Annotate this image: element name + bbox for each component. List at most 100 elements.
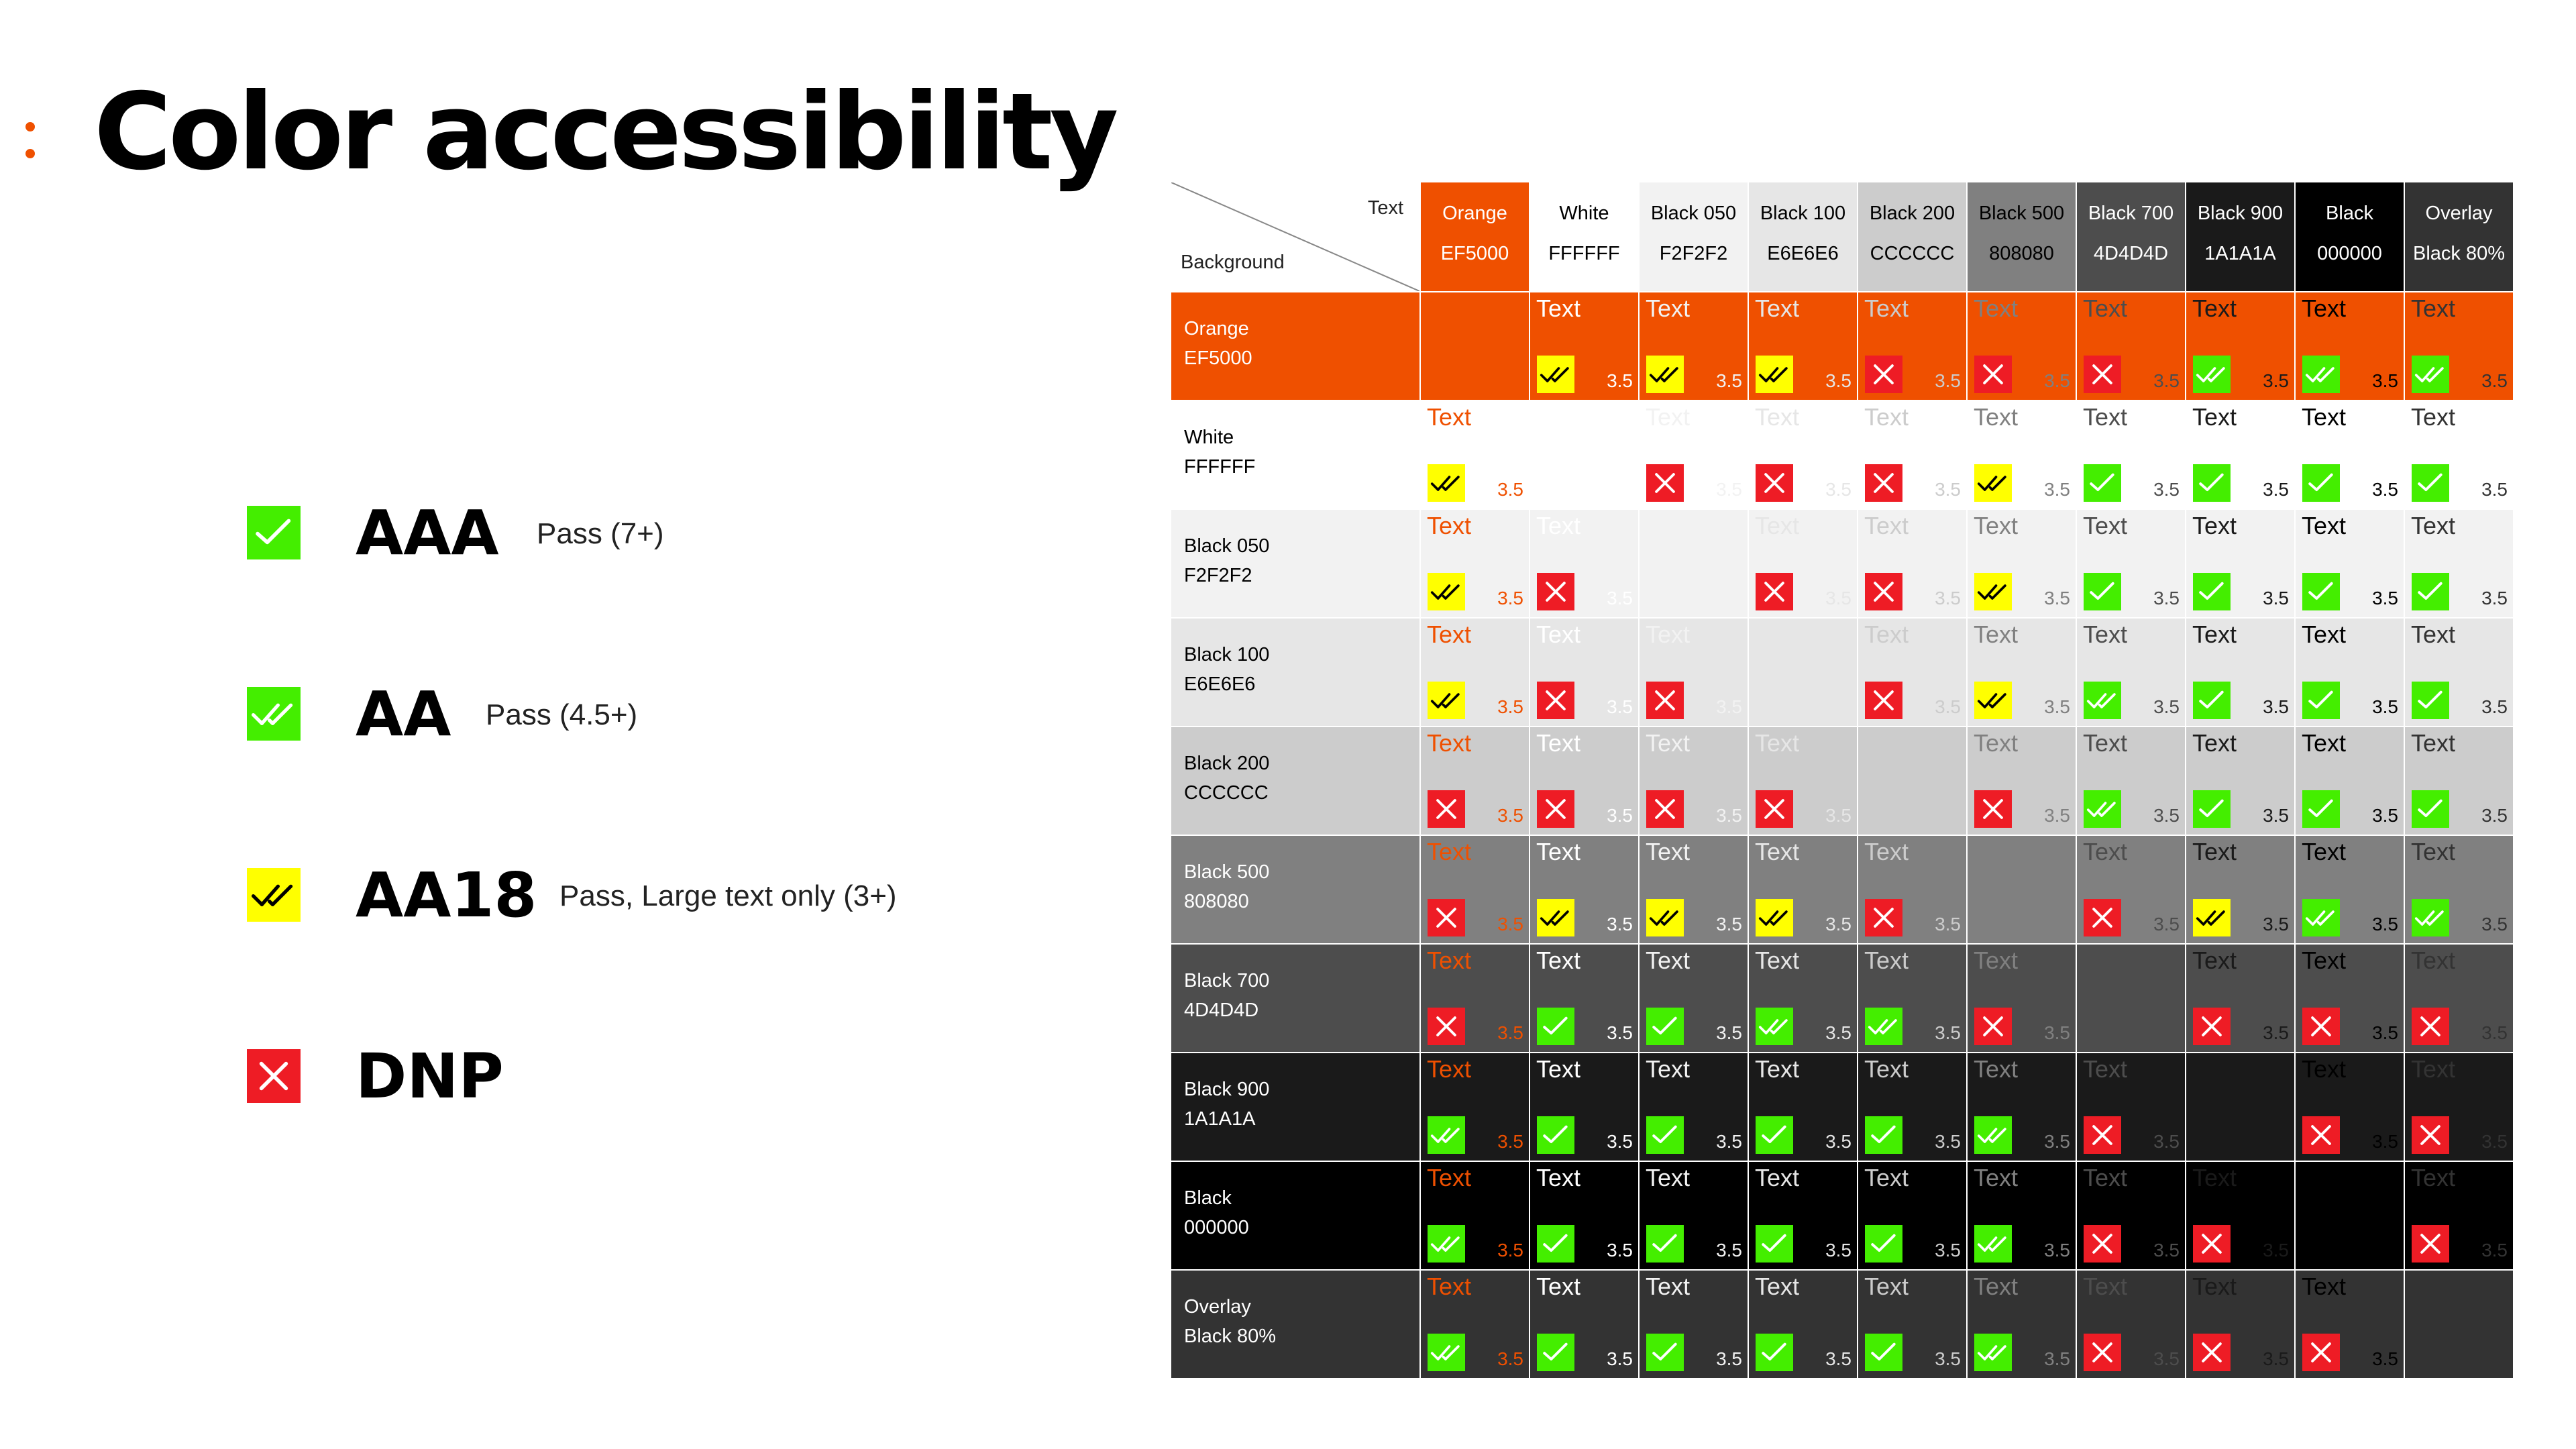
single-check-icon xyxy=(1865,1116,1902,1154)
matrix-cell: Text 3.5 xyxy=(1858,1271,1966,1378)
sample-text: Text xyxy=(1536,1055,1581,1083)
column-header-name: Black 900 xyxy=(2197,203,2284,224)
x-mark-icon xyxy=(1537,573,1574,610)
row-header: Overlay Black 80% xyxy=(1171,1271,1419,1378)
contrast-ratio: 3.5 xyxy=(2263,479,2289,500)
x-mark-icon xyxy=(2302,1334,2340,1371)
contrast-ratio: 3.5 xyxy=(2372,914,2398,934)
sample-text: Text xyxy=(1974,729,2019,757)
contrast-ratio: 3.5 xyxy=(1607,1131,1633,1152)
matrix-cell: Text 3.5 xyxy=(2186,401,2294,508)
single-check-icon xyxy=(1756,1225,1793,1263)
matrix-cell: Text 3.5 xyxy=(1749,1053,1857,1161)
contrast-ratio: 3.5 xyxy=(2044,1240,2070,1260)
double-check-icon xyxy=(1537,899,1574,936)
double-check-icon xyxy=(1646,899,1684,936)
row-header-name: Black 050 xyxy=(1184,535,1270,557)
contrast-ratio: 3.5 xyxy=(1497,1131,1523,1152)
sample-text: Text xyxy=(1646,1273,1690,1300)
single-check-icon xyxy=(1537,1334,1574,1371)
matrix-cell: Text 3.5 xyxy=(1968,1053,2076,1161)
sample-text: Text xyxy=(1427,947,1472,974)
matrix-cell: Text 3.5 xyxy=(2186,1162,2294,1269)
double-check-icon xyxy=(2412,356,2449,393)
column-header-hex: F2F2F2 xyxy=(1659,243,1728,264)
sample-text: Text xyxy=(1646,838,1690,865)
x-mark-icon xyxy=(1865,899,1902,936)
x-mark-icon xyxy=(1756,573,1793,610)
x-mark-icon xyxy=(2193,1225,2231,1263)
matrix-cell: Text 3.5 xyxy=(2077,1162,2185,1269)
column-header-hex: FFFFFF xyxy=(1548,243,1620,264)
contrast-ratio: 3.5 xyxy=(2153,370,2180,391)
column-header-name: Orange xyxy=(1442,203,1507,224)
contrast-ratio: 3.5 xyxy=(1716,805,1742,826)
contrast-ratio: 3.5 xyxy=(1935,479,1961,500)
matrix-cell: Text 3.5 xyxy=(1640,292,1748,400)
sample-text: Text xyxy=(1755,838,1800,865)
sample-text: Text xyxy=(2083,1273,2128,1300)
row-header: Black 500 808080 xyxy=(1171,836,1419,943)
sample-text: Text xyxy=(1755,1164,1800,1191)
matrix-cell: Text 3.5 xyxy=(1421,836,1529,943)
matrix-cell: Text 3.5 xyxy=(2077,401,2185,508)
matrix-cell: Text 3.5 xyxy=(1858,945,1966,1052)
matrix-cell: Text 3.5 xyxy=(1968,619,2076,726)
contrast-ratio: 3.5 xyxy=(1716,914,1742,934)
sample-text: Text xyxy=(1536,947,1581,974)
sample-text: Text xyxy=(2411,947,2456,974)
sample-text: Text xyxy=(1864,621,1909,648)
matrix-cell: Text 3.5 xyxy=(2186,945,2294,1052)
contrast-ratio: 3.5 xyxy=(1935,1131,1961,1152)
contrast-ratio: 3.5 xyxy=(2481,696,2508,717)
contrast-ratio: 3.5 xyxy=(1825,1022,1851,1043)
x-mark-icon xyxy=(2193,1334,2231,1371)
sample-text: Text xyxy=(2411,621,2456,648)
sample-text: Text xyxy=(1974,294,2019,322)
sample-text: Text xyxy=(1755,1055,1800,1083)
sample-text: Text xyxy=(2083,729,2128,757)
column-header: White FFFFFF xyxy=(1530,182,1638,291)
single-check-icon xyxy=(1756,1334,1793,1371)
row-header-hex: 1A1A1A xyxy=(1184,1108,1256,1130)
double-check-icon xyxy=(2193,356,2231,393)
sample-text: Text xyxy=(2302,947,2347,974)
sample-text: Text xyxy=(2083,512,2128,539)
contrast-ratio: 3.5 xyxy=(1935,1348,1961,1369)
matrix-cell: Text 3.5 xyxy=(1530,1053,1638,1161)
matrix-cell: Text 3.5 xyxy=(1858,619,1966,726)
column-header-name: White xyxy=(1559,203,1609,224)
contrast-ratio: 3.5 xyxy=(1716,1348,1742,1369)
column-header-hex: 1A1A1A xyxy=(2204,243,2276,264)
matrix-cell xyxy=(1968,836,2076,943)
matrix-cell: Text 3.5 xyxy=(2405,1053,2513,1161)
contrast-ratio: 3.5 xyxy=(2263,914,2289,934)
row-header-hex: E6E6E6 xyxy=(1184,674,1256,695)
column-header-hex: Black 80% xyxy=(2412,243,2505,264)
matrix-cell: Text 3.5 xyxy=(1858,510,1966,617)
contrast-ratio: 3.5 xyxy=(1825,805,1851,826)
matrix-cell: Text 3.5 xyxy=(1968,292,2076,400)
matrix-cell: Text 3.5 xyxy=(1421,727,1529,835)
row-header: White FFFFFF xyxy=(1171,401,1419,508)
column-header-name: Black 100 xyxy=(1760,203,1846,224)
sample-text: Text xyxy=(1755,1273,1800,1300)
row-header: Black 200 CCCCCC xyxy=(1171,727,1419,835)
row-header: Orange EF5000 xyxy=(1171,292,1419,400)
single-check-icon xyxy=(1537,1116,1574,1154)
double-check-icon xyxy=(1974,464,2012,502)
matrix-cell: Text 3.5 xyxy=(2405,727,2513,835)
single-check-icon xyxy=(2193,573,2231,610)
contrast-ratio: 3.5 xyxy=(2481,1131,2508,1152)
sample-text: Text xyxy=(2302,403,2347,431)
row-header-name: Black 700 xyxy=(1184,970,1270,991)
matrix-cell: Text 3.5 xyxy=(2405,401,2513,508)
x-mark-icon xyxy=(1865,573,1902,610)
sample-text: Text xyxy=(2411,1164,2456,1191)
contrast-ratio: 3.5 xyxy=(2481,805,2508,826)
legend-code: DNP xyxy=(356,1040,504,1112)
contrast-ratio: 3.5 xyxy=(1607,914,1633,934)
sample-text: Text xyxy=(1536,729,1581,757)
contrast-ratio: 3.5 xyxy=(2153,696,2180,717)
x-mark-icon xyxy=(1537,790,1574,828)
